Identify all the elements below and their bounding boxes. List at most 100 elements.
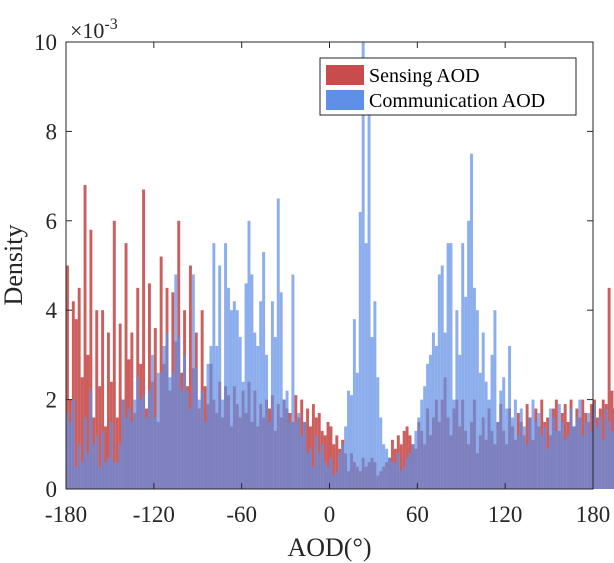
- communication-bar: [297, 413, 301, 489]
- tick-marks-and-labels: -180 -120 -60 0 60 120 180 0 2 4 6 8 10: [34, 30, 610, 527]
- sensing-bar: [118, 323, 122, 489]
- communication-bar: [364, 243, 368, 489]
- communication-bar: [361, 42, 365, 489]
- communication-series-bars: [66, 42, 614, 490]
- communication-bar: [212, 243, 216, 489]
- communication-bar: [74, 466, 78, 489]
- communication-bar: [458, 354, 462, 489]
- communication-bar: [429, 354, 432, 489]
- sensing-bar: [188, 265, 192, 489]
- communication-bar: [584, 421, 588, 489]
- communication-bar: [71, 399, 75, 489]
- communication-bar: [130, 421, 134, 489]
- communication-bar: [98, 466, 102, 489]
- communication-bar: [587, 413, 591, 489]
- sensing-bar: [335, 435, 339, 489]
- communication-bar: [481, 332, 485, 489]
- communication-bar: [519, 408, 523, 489]
- communication-bar: [273, 337, 277, 489]
- communication-bar: [221, 399, 225, 489]
- communication-bar: [121, 399, 125, 489]
- sensing-bar: [106, 332, 110, 489]
- communication-bar: [156, 372, 160, 489]
- communication-bar: [247, 220, 251, 490]
- communication-bar: [426, 363, 430, 489]
- communication-bar: [437, 274, 441, 489]
- communication-bar: [396, 453, 400, 489]
- svg-text:×10-3: ×10-3: [70, 16, 118, 43]
- communication-bar: [232, 301, 236, 489]
- communication-bar: [554, 430, 558, 489]
- communication-bar: [124, 417, 128, 489]
- communication-bar: [528, 417, 532, 489]
- communication-bar: [306, 453, 310, 489]
- communication-bar: [253, 332, 257, 489]
- communication-bar: [590, 430, 593, 489]
- communication-bar: [218, 265, 222, 489]
- communication-bar: [434, 345, 438, 489]
- sensing-bar: [147, 283, 151, 489]
- communication-bar: [309, 448, 312, 489]
- communication-bar: [455, 310, 459, 489]
- sensing-bar: [142, 189, 146, 489]
- communication-bar: [314, 435, 318, 489]
- communication-bar: [349, 395, 353, 489]
- communication-bar: [347, 390, 350, 489]
- communication-bar: [552, 417, 555, 489]
- communication-bar: [414, 430, 418, 489]
- sensing-bar: [101, 310, 105, 489]
- communication-bar: [180, 390, 184, 489]
- communication-bar: [282, 399, 286, 489]
- communication-bar: [174, 274, 178, 489]
- communication-bar: [241, 381, 245, 489]
- communication-bar: [288, 421, 292, 489]
- communication-bar: [332, 475, 336, 489]
- communication-bar: [411, 444, 415, 489]
- communication-bar: [522, 426, 526, 489]
- communication-bar: [244, 283, 248, 489]
- communication-bar: [610, 430, 614, 489]
- communication-bar: [385, 448, 389, 489]
- communication-bar: [513, 399, 517, 489]
- communication-bar: [285, 390, 289, 489]
- communication-bar: [323, 462, 327, 489]
- communication-bar: [405, 457, 409, 489]
- sensing-bar: [317, 413, 321, 489]
- communication-bar: [578, 399, 582, 489]
- communication-bar: [408, 453, 412, 489]
- communication-bar: [484, 381, 488, 489]
- communication-bar: [162, 345, 166, 489]
- communication-bar: [511, 417, 514, 489]
- communication-bar: [86, 453, 90, 489]
- sensing-bar: [332, 444, 336, 489]
- communication-bar: [355, 372, 359, 489]
- sensing-bar: [104, 426, 107, 489]
- communication-bar: [127, 408, 131, 489]
- communication-bar: [382, 444, 386, 489]
- communication-bar: [311, 466, 315, 489]
- communication-bar: [373, 301, 377, 489]
- communication-bar: [341, 444, 345, 489]
- communication-bar: [370, 337, 374, 489]
- communication-bar: [276, 198, 280, 489]
- x-tick-label: -120: [133, 502, 175, 527]
- communication-bar: [393, 462, 397, 489]
- communication-bar: [557, 404, 561, 489]
- legend: Sensing AOD Communication AOD: [319, 57, 577, 116]
- communication-bar: [540, 435, 544, 489]
- communication-bar: [203, 421, 207, 489]
- communication-bar: [118, 444, 122, 489]
- communication-bar: [487, 399, 491, 489]
- communication-bar: [259, 301, 263, 489]
- communication-bar: [227, 287, 230, 489]
- communication-bar: [505, 408, 509, 489]
- sensing-bar: [153, 328, 157, 489]
- sensing-bar: [124, 243, 128, 489]
- communication-bar: [136, 377, 140, 489]
- communication-bar: [238, 337, 242, 489]
- sensing-bar: [326, 421, 330, 489]
- y-tick-label: 0: [46, 477, 58, 502]
- communication-bar: [229, 310, 233, 489]
- communication-bar: [139, 399, 143, 489]
